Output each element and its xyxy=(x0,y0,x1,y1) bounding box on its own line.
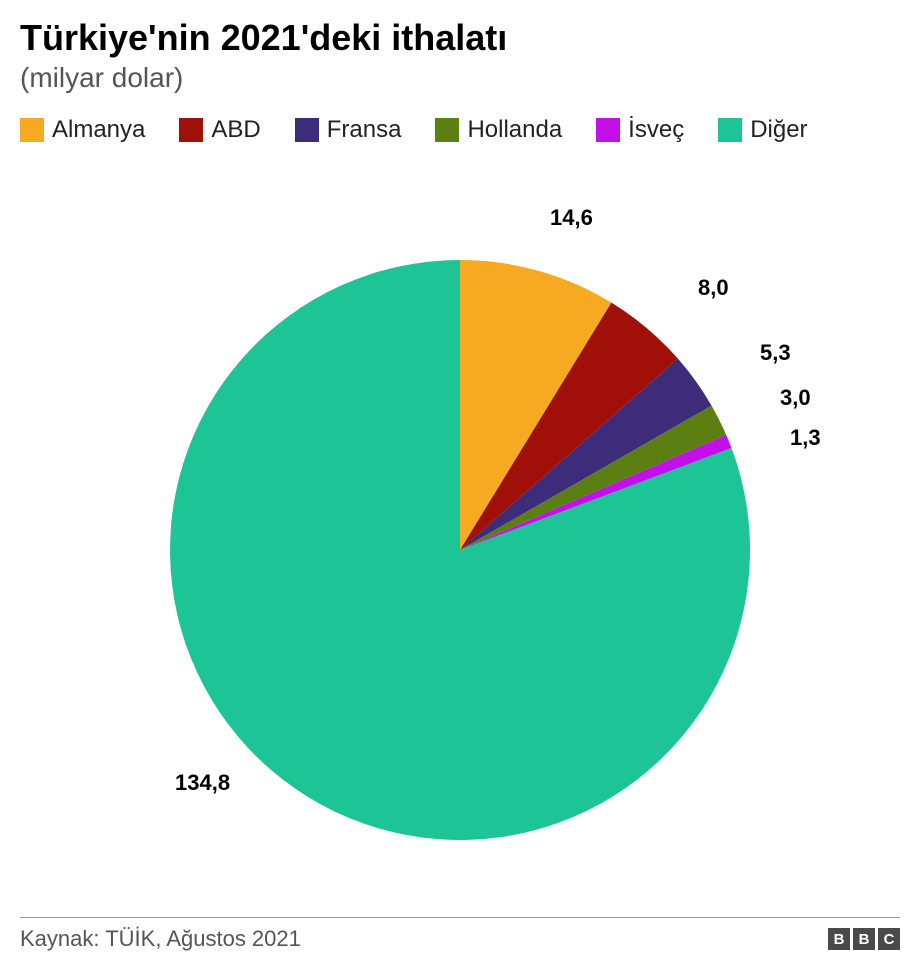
logo-letter: B xyxy=(828,928,850,950)
legend-swatch xyxy=(295,118,319,142)
legend-swatch xyxy=(179,118,203,142)
pie-chart: 14,6 8,0 5,3 3,0 1,3 134,8 xyxy=(20,160,900,860)
legend-item: Fransa xyxy=(295,116,402,144)
legend-item: Hollanda xyxy=(435,116,562,144)
chart-footer: Kaynak: TÜİK, Ağustos 2021 BBC xyxy=(20,917,900,952)
slice-value-label: 134,8 xyxy=(175,770,230,796)
legend-label: Diğer xyxy=(750,116,807,144)
source-text: Kaynak: TÜİK, Ağustos 2021 xyxy=(20,926,301,952)
legend-item: Almanya xyxy=(20,116,145,144)
legend-swatch xyxy=(596,118,620,142)
slice-value-label: 5,3 xyxy=(760,340,791,366)
legend-item: ABD xyxy=(179,116,260,144)
legend-label: Hollanda xyxy=(467,116,562,144)
slice-value-label: 1,3 xyxy=(790,425,821,451)
slice-value-label: 3,0 xyxy=(780,385,811,411)
legend-item: İsveç xyxy=(596,116,684,144)
legend-label: Fransa xyxy=(327,116,402,144)
chart-title: Türkiye'nin 2021'deki ithalatı xyxy=(20,18,900,58)
footer-divider xyxy=(20,917,900,918)
legend-label: İsveç xyxy=(628,116,684,144)
legend-label: ABD xyxy=(211,116,260,144)
legend-swatch xyxy=(435,118,459,142)
slice-value-label: 8,0 xyxy=(698,275,729,301)
legend-swatch xyxy=(20,118,44,142)
bbc-logo: BBC xyxy=(828,928,900,950)
logo-letter: B xyxy=(853,928,875,950)
legend-swatch xyxy=(718,118,742,142)
legend-item: Diğer xyxy=(718,116,807,144)
chart-subtitle: (milyar dolar) xyxy=(20,62,900,94)
slice-value-label: 14,6 xyxy=(550,205,593,231)
logo-letter: C xyxy=(878,928,900,950)
legend-label: Almanya xyxy=(52,116,145,144)
legend: Almanya ABD Fransa Hollanda İsveç Diğer xyxy=(20,116,900,154)
